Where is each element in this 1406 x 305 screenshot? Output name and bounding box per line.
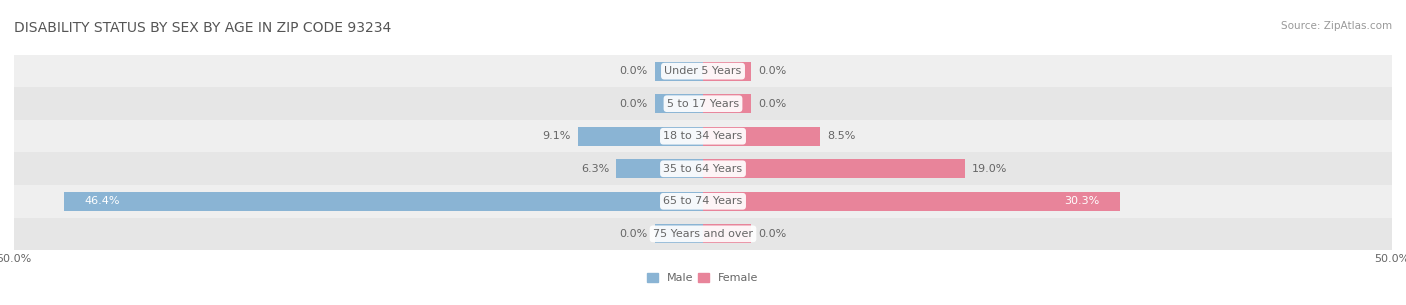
Bar [14, 217, 1392, 250]
Text: 9.1%: 9.1% [543, 131, 571, 141]
Bar [616, 159, 703, 178]
Bar [703, 192, 1121, 211]
Bar [655, 224, 703, 243]
Text: 0.0%: 0.0% [758, 66, 786, 76]
Bar [578, 127, 703, 146]
Bar [14, 88, 1392, 120]
Text: Source: ZipAtlas.com: Source: ZipAtlas.com [1281, 21, 1392, 31]
Bar [14, 55, 1392, 88]
Text: 8.5%: 8.5% [827, 131, 855, 141]
Text: 0.0%: 0.0% [620, 99, 648, 109]
Bar [703, 127, 820, 146]
Text: 0.0%: 0.0% [758, 229, 786, 239]
Bar [703, 159, 965, 178]
Bar [63, 192, 703, 211]
Bar [14, 152, 1392, 185]
Text: 0.0%: 0.0% [758, 99, 786, 109]
Text: 65 to 74 Years: 65 to 74 Years [664, 196, 742, 206]
Bar [703, 62, 751, 81]
Legend: Male, Female: Male, Female [643, 268, 763, 288]
Text: 35 to 64 Years: 35 to 64 Years [664, 164, 742, 174]
Text: 0.0%: 0.0% [620, 229, 648, 239]
Text: DISABILITY STATUS BY SEX BY AGE IN ZIP CODE 93234: DISABILITY STATUS BY SEX BY AGE IN ZIP C… [14, 21, 391, 35]
Bar [655, 62, 703, 81]
Text: 19.0%: 19.0% [972, 164, 1007, 174]
Text: 0.0%: 0.0% [620, 66, 648, 76]
Text: 5 to 17 Years: 5 to 17 Years [666, 99, 740, 109]
Text: 75 Years and over: 75 Years and over [652, 229, 754, 239]
Bar [655, 94, 703, 113]
Text: 30.3%: 30.3% [1064, 196, 1099, 206]
Text: Under 5 Years: Under 5 Years [665, 66, 741, 76]
Text: 46.4%: 46.4% [84, 196, 120, 206]
Bar [14, 120, 1392, 152]
Text: 6.3%: 6.3% [581, 164, 609, 174]
Text: 18 to 34 Years: 18 to 34 Years [664, 131, 742, 141]
Bar [703, 224, 751, 243]
Bar [703, 94, 751, 113]
Bar [14, 185, 1392, 217]
